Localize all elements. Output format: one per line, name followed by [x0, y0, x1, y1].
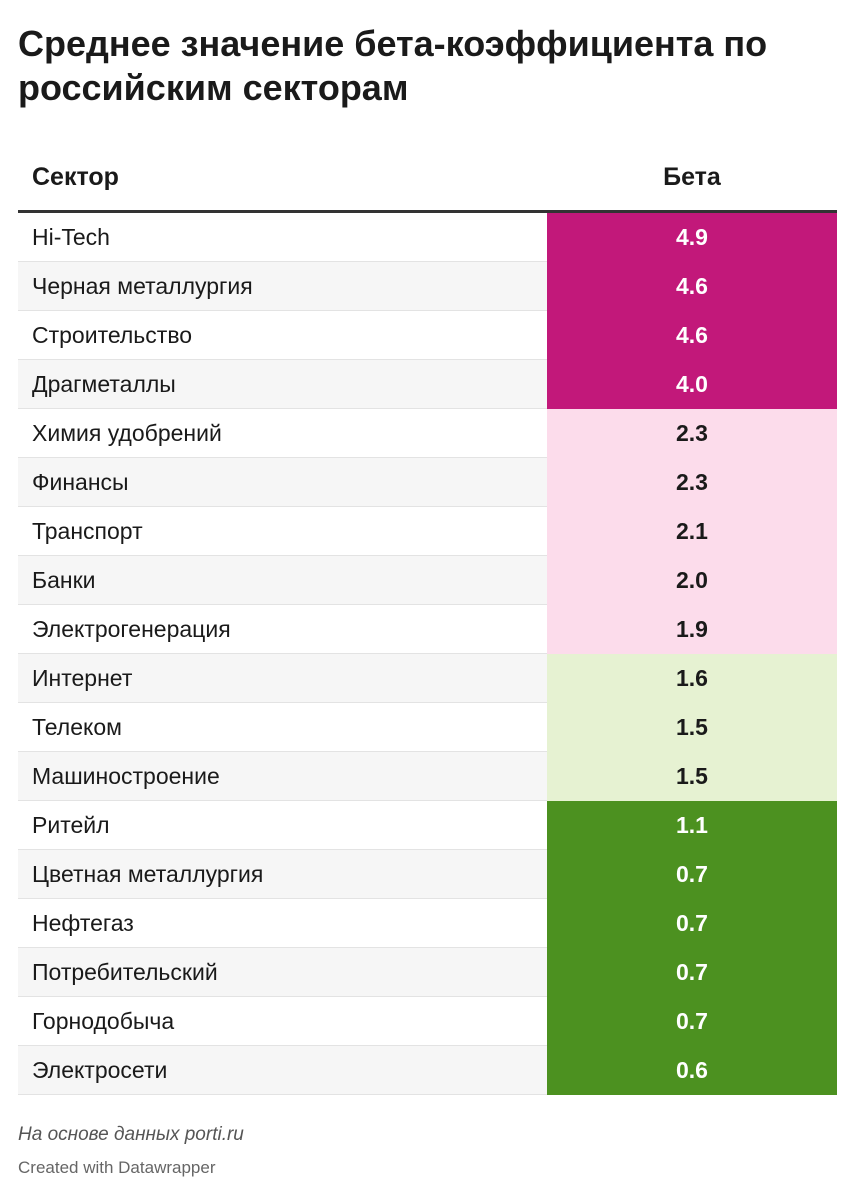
beta-cell: 4.0 — [547, 360, 837, 409]
table-row: Черная металлургия 4.6 — [18, 262, 837, 311]
beta-cell: 0.7 — [547, 899, 837, 948]
beta-cell: 2.1 — [547, 507, 837, 556]
table-row: Драгметаллы 4.0 — [18, 360, 837, 409]
table-row: Электрогенерация 1.9 — [18, 605, 837, 654]
sector-cell: Черная металлургия — [32, 273, 253, 299]
table-row: Горнодобыча 0.7 — [18, 997, 837, 1046]
table-row: Hi-Tech 4.9 — [18, 213, 837, 262]
header-sector[interactable]: Сектор — [32, 163, 119, 191]
sector-cell: Цветная металлургия — [32, 861, 264, 887]
sector-cell: Драгметаллы — [32, 371, 176, 397]
beta-cell: 0.7 — [547, 997, 837, 1046]
table-row: Интернет 1.6 — [18, 654, 837, 703]
sector-cell: Телеком — [32, 714, 122, 740]
table-row: Ритейл 1.1 — [18, 801, 837, 850]
sector-cell: Химия удобрений — [32, 420, 222, 446]
table-row: Машиностроение 1.5 — [18, 752, 837, 801]
table-row: Транспорт 2.1 — [18, 507, 837, 556]
beta-cell: 0.6 — [547, 1046, 837, 1095]
sector-cell: Потребительский — [32, 959, 218, 985]
table-row: Цветная металлургия 0.7 — [18, 850, 837, 899]
beta-cell: 2.3 — [547, 409, 837, 458]
sector-cell: Финансы — [32, 469, 129, 495]
table-row: Телеком 1.5 — [18, 703, 837, 752]
sector-cell: Банки — [32, 567, 96, 593]
beta-cell: 1.6 — [547, 654, 837, 703]
table-row: Химия удобрений 2.3 — [18, 409, 837, 458]
sector-cell: Горнодобыча — [32, 1008, 175, 1034]
beta-cell: 0.7 — [547, 948, 837, 997]
beta-cell: 1.1 — [547, 801, 837, 850]
table-row: Электросети 0.6 — [18, 1046, 837, 1095]
beta-cell: 1.5 — [547, 703, 837, 752]
table-row: Банки 2.0 — [18, 556, 837, 605]
beta-cell: 1.9 — [547, 605, 837, 654]
sector-cell: Электросети — [32, 1057, 168, 1083]
source-note: На основе данных porti.ru — [18, 1124, 244, 1145]
table-row: Строительство 4.6 — [18, 311, 837, 360]
beta-cell: 4.6 — [547, 311, 837, 360]
sector-cell: Интернет — [32, 665, 133, 691]
sector-cell: Электрогенерация — [32, 616, 231, 642]
table-row: Нефтегаз 0.7 — [18, 899, 837, 948]
beta-cell: 4.9 — [547, 213, 837, 262]
sector-cell: Нефтегаз — [32, 910, 134, 936]
table-row: Финансы 2.3 — [18, 458, 837, 507]
table-row: Потребительский 0.7 — [18, 948, 837, 997]
chart-title: Среднее значение бета-коэффициента по ро… — [18, 23, 768, 108]
sector-cell: Строительство — [32, 322, 193, 348]
table-body: Hi-Tech 4.9 Черная металлургия 4.6 Строитель… — [18, 213, 837, 1095]
beta-cell: 2.0 — [547, 556, 837, 605]
beta-cell: 4.6 — [547, 262, 837, 311]
table-header: Сектор Бета — [18, 158, 837, 213]
sector-cell: Транспорт — [32, 518, 143, 544]
header-beta[interactable]: Бета — [663, 163, 721, 191]
sector-cell: Hi-Tech — [32, 224, 110, 250]
beta-cell: 0.7 — [547, 850, 837, 899]
beta-cell: 1.5 — [547, 752, 837, 801]
sector-cell: Ритейл — [32, 812, 110, 838]
beta-cell: 2.3 — [547, 458, 837, 507]
beta-table: Сектор Бета Hi-Tech 4.9 Черная металлургия… — [18, 158, 837, 1095]
credit-link[interactable]: Created with Datawrapper — [18, 1158, 216, 1177]
sector-cell: Машиностроение — [32, 763, 220, 789]
